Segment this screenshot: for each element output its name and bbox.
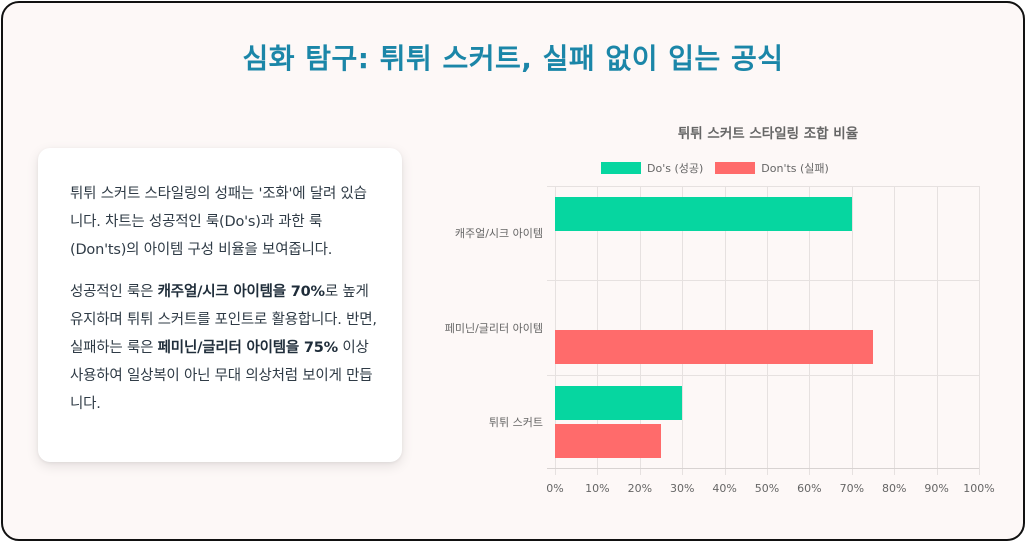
x-tick-label: 40% [712,482,737,495]
x-tick-label: 50% [754,482,780,495]
legend-swatch-donts [715,162,756,174]
legend-label-dos: Do's (성공) [647,162,704,175]
category-label: 튀튀 스커트 [488,415,543,429]
gridline-vertical [979,186,980,475]
x-tick-label: 80% [881,482,907,495]
legend-swatch-dos [601,162,641,174]
legend-item-donts[interactable]: Don'ts (실패) [715,160,829,176]
x-tick-label: 20% [627,482,653,495]
gridline-vertical [936,186,938,475]
x-tick-label: 100% [963,482,995,495]
x-tick-label: 60% [797,482,822,495]
legend-label-donts: Don'ts (실패) [761,162,829,175]
highlight-dos: 캐주얼/시크 아이템을 70% [157,284,325,300]
plot-area [547,186,980,475]
gridline-horizontal [547,186,979,187]
gridline-horizontal [547,374,979,376]
text-segment: 이상 사용하여 일상복이 아닌 무대 의상처럼 보이게 만듭니다. [70,340,373,412]
x-tick-label: 70% [839,482,865,495]
gridline-horizontal [547,280,979,282]
chart-title: 튀튀 스커트 스타일링 조합 비율 [677,126,859,142]
text-segment: 로 높게 유지하며 튀튀 스커트를 포인트로 활용합니다. 반면, 실패하는 룩… [70,284,377,356]
card-paragraph-intro: 튀튀 스커트 스타일링의 성패는 '조화'에 달려 있습니다. 차트는 성공적인… [70,186,367,258]
legend-item-dos[interactable]: Do's (성공) [601,160,703,176]
x-tick-label: 30% [669,482,695,495]
bar-donts[interactable] [555,423,661,458]
page-title: 심화 탐구: 튀튀 스커트, 실패 없이 입는 공식 [242,42,784,75]
explanation-card: 튀튀 스커트 스타일링의 성패는 '조화'에 달려 있습니다. 차트는 성공적인… [38,148,402,462]
category-label: 페미닌/글리터 아이템 [444,321,543,335]
x-tick-label: 10% [585,482,610,495]
card-paragraph-detail: 성공적인 룩은 캐주얼/시크 아이템을 70%로 높게 유지하며 튀튀 스커트를… [70,278,378,418]
category-label: 캐주얼/시크 아이템 [454,227,543,241]
x-axis-line [547,468,979,469]
x-tick-label: 0% [546,482,564,495]
bar-dos[interactable] [555,385,683,420]
text-segment: 성공적인 룩은 [70,284,158,300]
bar-donts[interactable] [555,329,873,364]
x-tick-label: 90% [924,482,949,495]
gridline-vertical [894,186,896,475]
highlight-donts: 페미닌/글리터 아이템을 75% [157,340,339,356]
chart-legend: Do's (성공) Don'ts (실패) [601,160,841,176]
bar-dos[interactable] [555,197,852,232]
